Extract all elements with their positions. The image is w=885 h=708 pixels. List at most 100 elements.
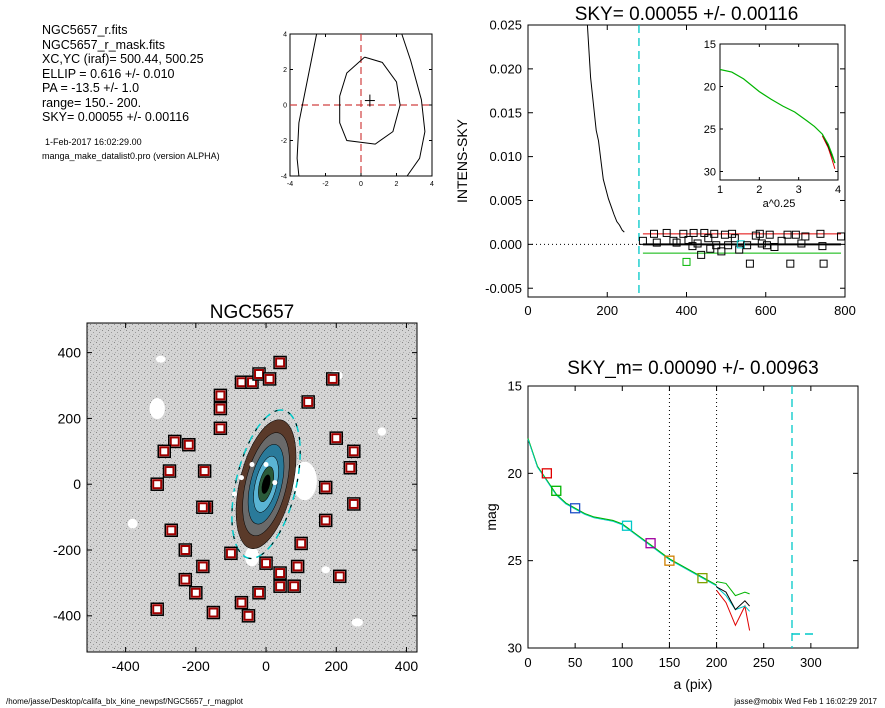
contour-ytick-label: 0 [283, 102, 287, 109]
inset-xtick-label: 1 [717, 184, 723, 196]
sky-point [801, 232, 810, 241]
sky-box-inner [215, 423, 226, 434]
galaxy-title: NGC5657 [210, 302, 295, 323]
sky-box-inner [215, 403, 226, 414]
info-program: manga_make_datalist0.pro (version ALPHA) [42, 150, 220, 161]
mag-plot-xlabel: a (pix) [674, 676, 713, 692]
sky-point [819, 259, 828, 268]
sky-point [783, 230, 792, 239]
sky-point [730, 234, 739, 243]
sky-box-inner [320, 482, 331, 493]
sky-point [679, 229, 688, 238]
star-dot [272, 480, 278, 486]
mag-main-green-line [527, 438, 717, 586]
mag-marker [697, 572, 708, 584]
sky-point [728, 229, 737, 238]
sky-point [712, 241, 721, 250]
mag-black-line [716, 586, 750, 611]
sky-box-inner [331, 433, 342, 444]
sky-box-inner [180, 545, 191, 556]
mag-plot-frame [527, 385, 859, 649]
sky-box-inner [164, 466, 175, 477]
info-line-center: XC,YC (iraf)= 500.44, 500.25 [42, 52, 204, 66]
mag-marker [621, 520, 633, 531]
inset-xtick-label: 4 [835, 184, 841, 196]
sky-point [757, 239, 766, 248]
sky-point [717, 247, 726, 256]
mag-marker [569, 503, 581, 514]
info-line-sky: SKY= 0.00055 +/- 0.00116 [42, 110, 190, 124]
galaxy-xtick-label: 400 [395, 658, 419, 674]
sky-box-inner [243, 610, 254, 621]
sky-point [816, 229, 825, 238]
sky-box-inner [197, 502, 208, 513]
galaxy-ytick-label: 400 [58, 345, 82, 361]
contour-xtick-label: -2 [322, 181, 328, 188]
contour-xtick-label: -4 [287, 181, 293, 188]
sky-point [837, 232, 846, 241]
contour-ytick-label: 4 [283, 31, 287, 38]
galaxy-ytick-label: -400 [53, 608, 81, 624]
contour-ytick-label: 2 [283, 67, 287, 74]
sky-box-inner [334, 571, 345, 582]
sky-point [777, 236, 786, 245]
mag-ytick-label: 20 [508, 466, 522, 481]
info-panel: NGC5657_r.fits NGC5657_r_mask.fits XC,YC… [42, 23, 220, 163]
sky-xtick-label: 0 [524, 303, 531, 318]
mag-xtick-label: 100 [611, 655, 633, 670]
sky-point [818, 242, 827, 251]
info-line-ellip: ELLIP = 0.616 +/- 0.010 [42, 66, 175, 81]
sky-box-inner [320, 515, 331, 526]
star-dot [249, 461, 255, 467]
footer-user-time: jasse@mobix Wed Feb 1 16:02:29 2017 [734, 697, 877, 706]
sky-box-inner [327, 373, 338, 384]
sky-point [689, 228, 698, 237]
mag-xtick-label: 250 [753, 655, 775, 670]
sky-box-inner [159, 446, 170, 457]
sky-box-inner [236, 597, 247, 608]
galaxy-ytick-label: -200 [53, 542, 81, 558]
contour-ytick-label: -4 [281, 173, 287, 180]
inner-contour [339, 56, 401, 145]
sky-point [762, 241, 771, 250]
inset-xtick-label: 3 [796, 184, 802, 196]
mag-xtick-label: 150 [659, 655, 681, 670]
inset-red-line [821, 135, 836, 170]
inset-frame [719, 43, 839, 181]
mag-ytick-label: 25 [508, 553, 522, 568]
sky-point [720, 230, 729, 239]
sky-box-inner [208, 607, 219, 618]
sky-box-inner [152, 479, 163, 490]
sky-box-inner [247, 377, 257, 388]
mag-green-tail-line [716, 581, 750, 597]
mag-marker [645, 538, 656, 549]
mag-marker [541, 468, 553, 479]
inset-ytick-label: 25 [704, 124, 716, 136]
masked-region [149, 398, 165, 420]
sky-box-inner [275, 568, 286, 579]
info-line-range: range= 150.- 200. [42, 95, 142, 110]
galaxy-xtick-label: -200 [182, 658, 210, 674]
sky-point [697, 250, 706, 259]
sky-box-inner [296, 538, 307, 549]
mag-marker [664, 555, 675, 566]
masked-region [377, 427, 387, 436]
mag-plot-title: SKY_m= 0.00090 +/- 0.00963 [567, 358, 818, 379]
masked-region [351, 618, 363, 627]
sky-point [710, 229, 719, 238]
sky-box-inner [190, 587, 201, 598]
mag-marker [551, 485, 562, 496]
sky-box-inner [275, 357, 286, 368]
sky-box-inner [303, 396, 314, 407]
star-dot [263, 461, 269, 467]
sky-xtick-label: 600 [755, 303, 777, 318]
mag-plot-ylabel: mag [483, 503, 499, 530]
star-dot [231, 491, 237, 497]
mag-red-line [716, 590, 751, 631]
masked-region [127, 518, 138, 529]
sky-point [786, 259, 795, 268]
mag-ytick-label: 30 [508, 641, 522, 656]
masked-region [155, 355, 166, 363]
galaxy-xtick-label: 200 [325, 658, 349, 674]
